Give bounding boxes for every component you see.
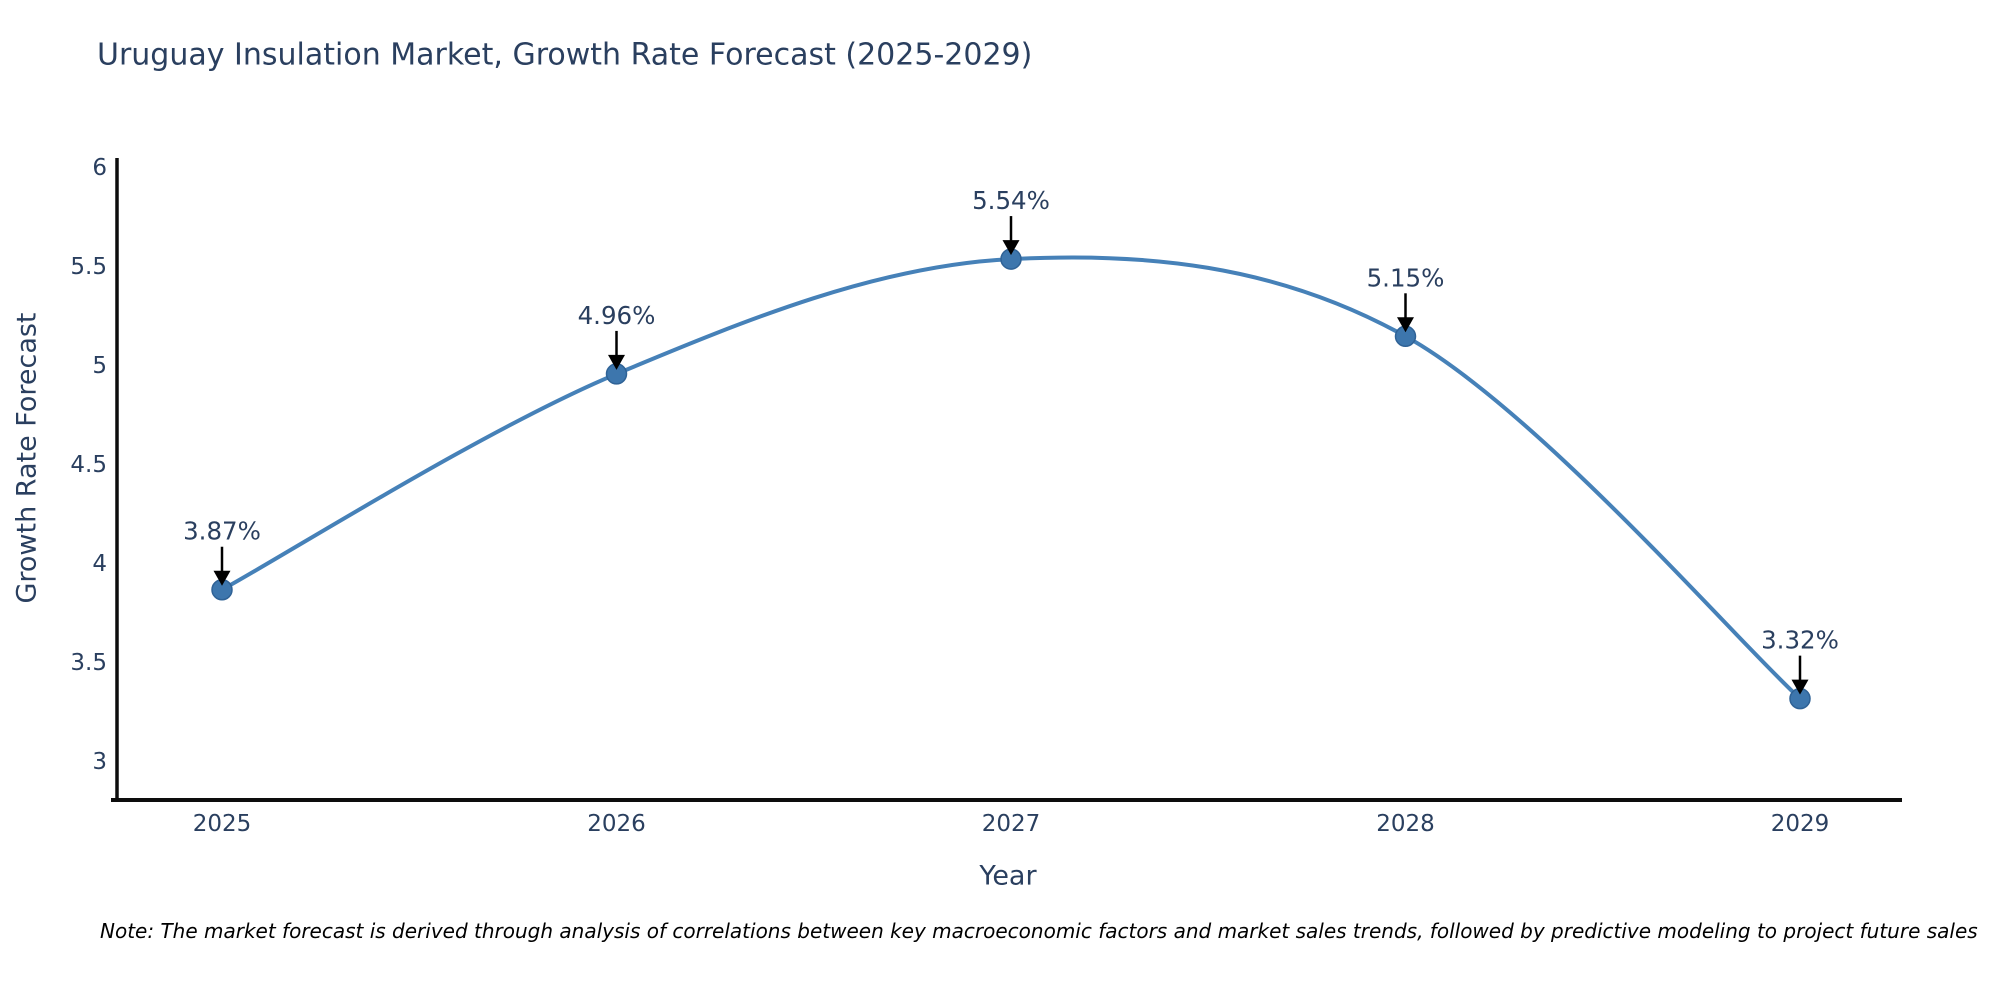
annotation-label: 4.96% (578, 301, 656, 330)
x-axis-title: Year (979, 860, 1037, 892)
x-tick-label: 2028 (1376, 811, 1435, 837)
x-tick-label: 2029 (1771, 811, 1830, 837)
annotation-arrowhead (608, 354, 625, 370)
x-tick-label: 2025 (193, 811, 252, 837)
chart-title: Uruguay Insulation Market, Growth Rate F… (97, 37, 1033, 73)
footnote: Note: The market forecast is derived thr… (100, 919, 1978, 943)
y-tick-label: 3.5 (70, 650, 107, 676)
y-tick-label: 4 (92, 551, 107, 577)
y-tick-label: 3 (92, 749, 107, 775)
annotation-label: 5.15% (1367, 263, 1445, 292)
annotation-arrowhead (213, 570, 231, 586)
y-tick-label: 5.5 (70, 254, 107, 280)
annotation-label: 3.32% (1761, 626, 1839, 655)
forecast-line (221, 255, 1802, 701)
y-tick-label: 6 (92, 155, 107, 181)
annotation-arrowhead (1397, 317, 1414, 333)
annotation-label: 3.87% (183, 517, 261, 546)
x-tick-label: 2026 (587, 811, 646, 837)
y-tick-label: 5 (92, 353, 107, 379)
x-tick-label: 2027 (982, 811, 1041, 837)
annotation-arrowhead (1791, 679, 1809, 695)
annotation-label: 5.54% (972, 186, 1050, 215)
y-tick-label: 4.5 (70, 452, 107, 478)
y-axis-title: Growth Rate Forecast (11, 312, 43, 604)
annotation-arrowhead (1002, 240, 1020, 256)
